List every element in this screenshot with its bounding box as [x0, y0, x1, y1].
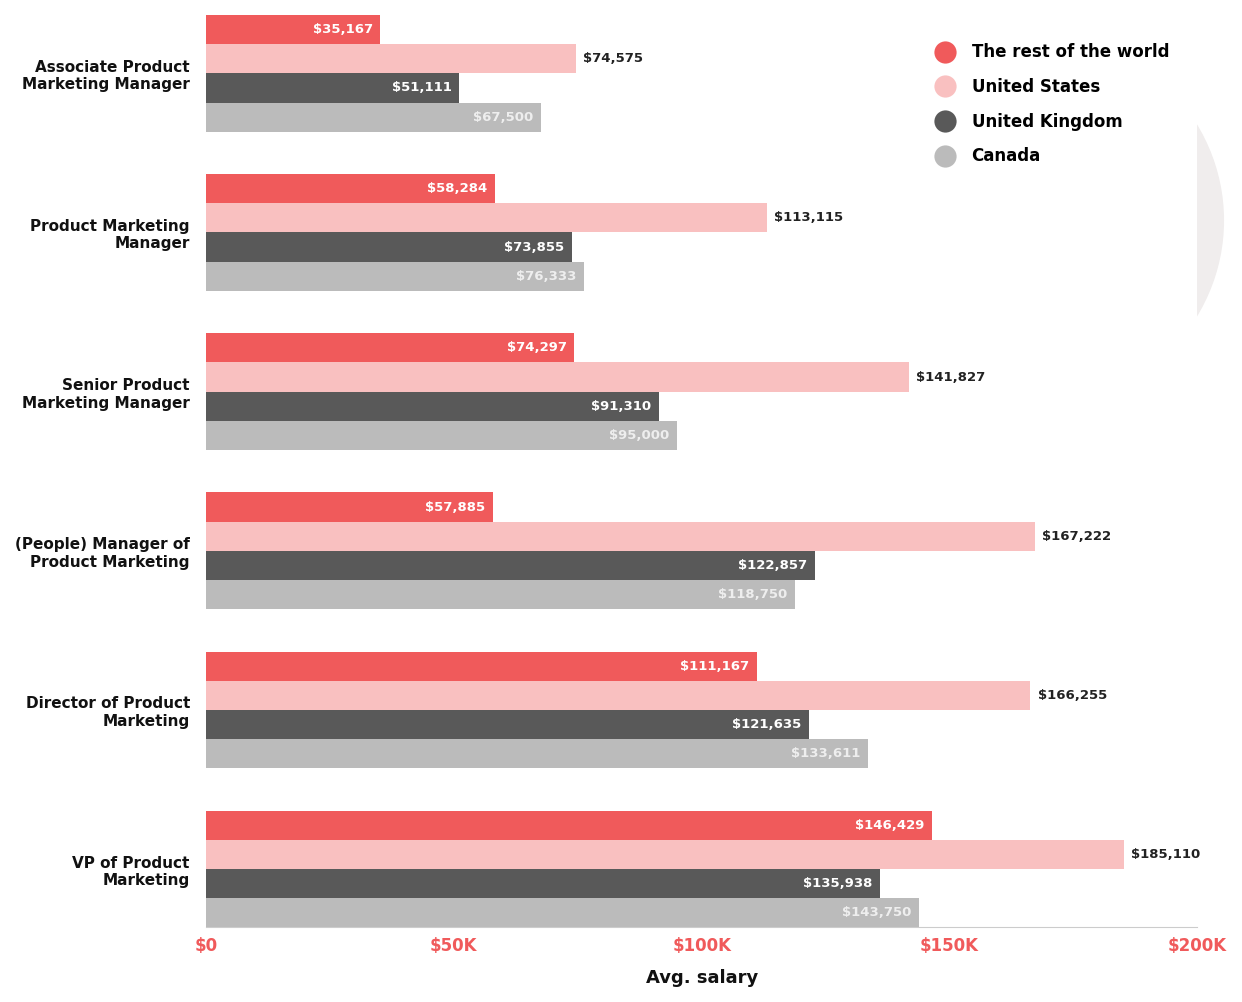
Bar — [206, 709, 809, 739]
Text: $57,885: $57,885 — [425, 501, 486, 513]
Bar — [206, 551, 815, 580]
Bar — [206, 580, 795, 609]
Bar — [206, 232, 573, 262]
Bar — [206, 680, 1030, 709]
Bar — [206, 363, 909, 392]
Bar — [206, 102, 540, 131]
Text: $167,222: $167,222 — [1042, 530, 1112, 543]
Bar — [206, 421, 677, 450]
Text: $143,750: $143,750 — [842, 906, 912, 919]
Text: $91,310: $91,310 — [591, 400, 651, 413]
Bar — [206, 73, 460, 102]
Text: $113,115: $113,115 — [774, 211, 843, 224]
Bar — [206, 492, 493, 522]
Bar — [206, 840, 1124, 869]
Bar — [206, 811, 932, 840]
Bar — [206, 869, 879, 898]
Text: $76,333: $76,333 — [517, 270, 576, 283]
Legend: The rest of the world, United States, United Kingdom, Canada: The rest of the world, United States, Un… — [908, 23, 1189, 185]
Bar — [206, 739, 868, 769]
Text: $166,255: $166,255 — [1037, 688, 1107, 701]
Bar — [206, 334, 574, 363]
Text: $133,611: $133,611 — [791, 747, 861, 761]
Text: $118,750: $118,750 — [718, 588, 787, 601]
Text: $73,855: $73,855 — [504, 240, 565, 254]
Text: $74,297: $74,297 — [507, 342, 566, 355]
Text: $35,167: $35,167 — [313, 23, 373, 36]
Text: $111,167: $111,167 — [681, 659, 750, 672]
Bar — [206, 44, 575, 73]
Text: $67,500: $67,500 — [473, 110, 533, 123]
Bar — [206, 174, 494, 203]
Text: $185,110: $185,110 — [1131, 848, 1200, 861]
Text: $58,284: $58,284 — [427, 182, 487, 195]
Bar — [206, 898, 919, 928]
Text: $74,575: $74,575 — [582, 52, 643, 65]
Bar — [206, 651, 758, 680]
Bar — [206, 392, 658, 421]
Text: $95,000: $95,000 — [609, 429, 669, 442]
X-axis label: Avg. salary: Avg. salary — [646, 969, 758, 987]
Text: $121,635: $121,635 — [733, 718, 801, 731]
Text: $146,429: $146,429 — [854, 819, 924, 832]
Bar — [206, 15, 380, 44]
Bar — [206, 203, 766, 232]
Text: $141,827: $141,827 — [917, 371, 986, 384]
Text: $122,857: $122,857 — [739, 559, 807, 572]
Text: $51,111: $51,111 — [392, 81, 452, 94]
Bar — [206, 522, 1035, 551]
Text: $135,938: $135,938 — [804, 877, 872, 890]
Bar — [206, 262, 584, 291]
